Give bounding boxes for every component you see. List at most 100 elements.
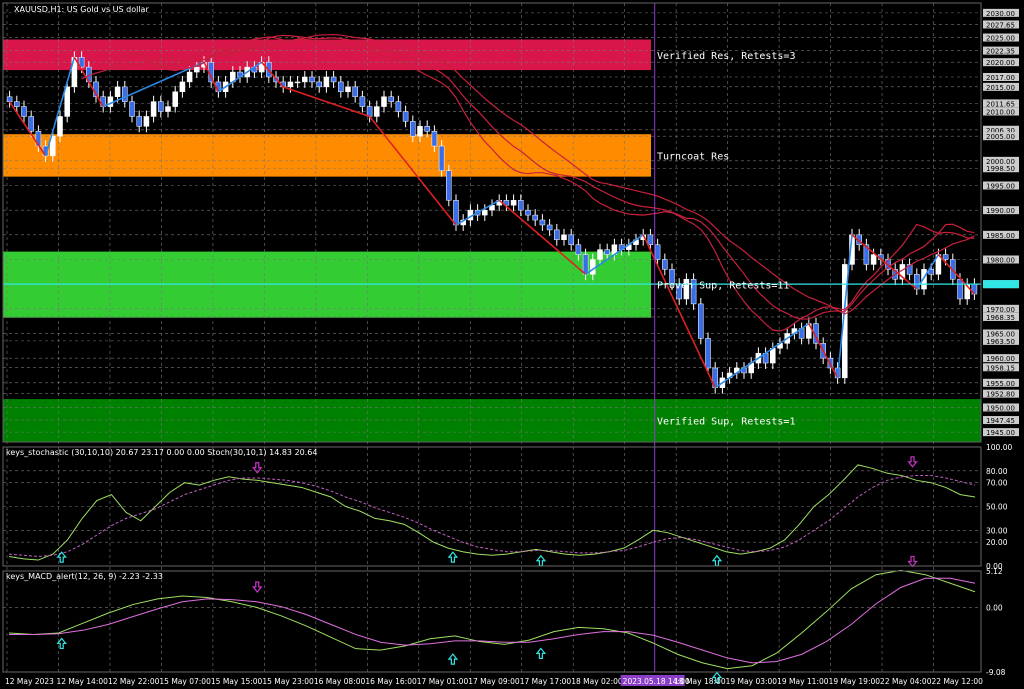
- y-tick-badge: [983, 99, 1019, 108]
- candle-body: [525, 209, 531, 216]
- candle-body: [129, 101, 135, 117]
- zone-label: Proven Sup, Retests=11: [657, 281, 789, 292]
- y-tick-badge: [983, 82, 1019, 91]
- indicator-series: [8, 569, 976, 670]
- candle-body: [165, 106, 171, 112]
- candle-body: [770, 348, 776, 364]
- y-tick-label: 1952.80: [986, 391, 1015, 399]
- y-tick-badge: [983, 125, 1019, 134]
- candle-body: [64, 86, 70, 117]
- y-tick-label: 1963.50: [986, 338, 1015, 346]
- candle-body: [388, 96, 394, 102]
- zone-label: Turncoat Res: [657, 151, 729, 162]
- y-tick-badge: [983, 132, 1019, 141]
- y-tick-label: 1985.00: [986, 232, 1015, 240]
- x-tick-label: 15 May 23:00: [262, 677, 314, 686]
- y-tick-label: 1950.00: [986, 404, 1015, 412]
- y-tick-label: 1980.00: [986, 256, 1015, 264]
- candle-body: [942, 254, 949, 260]
- y-tick-label: 1970.00: [986, 306, 1015, 314]
- zone-rect: [3, 399, 981, 442]
- candle-body: [143, 116, 150, 127]
- candle-body: [338, 81, 344, 93]
- zigzag-segment: [937, 254, 975, 295]
- y-tick-badge: [983, 72, 1019, 81]
- macd-y-tick: 0.00: [986, 603, 1003, 612]
- signal-arrow-icon: [252, 581, 263, 593]
- stoch-y-tick: 30.00: [986, 526, 1008, 535]
- candle-body: [323, 76, 330, 88]
- candle-body: [28, 116, 34, 132]
- x-tick-label: 22 May 04:00: [880, 677, 932, 686]
- candle-body: [150, 101, 157, 117]
- candle-body: [330, 76, 337, 83]
- y-tick-badge: [983, 164, 1019, 173]
- y-tick-label: 1947.45: [986, 417, 1015, 425]
- zigzag-segment: [368, 115, 457, 226]
- candle-body: [107, 96, 114, 107]
- candle-body: [21, 106, 27, 117]
- x-tick-label: 16 May 08:00: [314, 677, 366, 686]
- candle-body: [683, 278, 690, 300]
- moving-average-line: [81, 36, 975, 332]
- candle-body: [863, 244, 870, 265]
- bid-badge: [983, 280, 1019, 289]
- candle-body: [654, 244, 661, 260]
- zigzag-segment: [455, 199, 500, 226]
- candle-body: [957, 278, 963, 300]
- x-tick-label: 22 May 12:00: [932, 677, 984, 686]
- candle-body: [662, 259, 668, 270]
- x-tick-label: 19 May 11:00: [777, 677, 829, 686]
- y-tick-badge: [983, 107, 1019, 116]
- x-tick-label: 15 May 15:00: [211, 677, 263, 686]
- candle-body: [78, 57, 85, 68]
- candle-body: [50, 135, 56, 157]
- y-tick-label: 1990.00: [986, 207, 1015, 215]
- stoch-y-tick: 80.00: [986, 467, 1008, 476]
- y-tick-badge: [983, 33, 1019, 42]
- zigzag-segment: [808, 323, 839, 379]
- candle-body: [381, 96, 387, 107]
- candle-body: [57, 116, 63, 137]
- macd-y-tick: 5.12: [986, 567, 1003, 576]
- y-tick-badge: [983, 354, 1019, 363]
- candle-body: [575, 244, 582, 255]
- candle-body: [395, 101, 402, 112]
- candle-body: [186, 71, 193, 83]
- zone-rect: [3, 134, 651, 177]
- candle-body: [179, 81, 186, 93]
- overlay-layer: [3, 3, 981, 672]
- y-tick-badge: [983, 304, 1019, 313]
- signal-arrow-icon: [907, 555, 918, 568]
- y-tick-badge: [983, 58, 1019, 67]
- candle-body: [114, 86, 121, 97]
- candle-body: [158, 101, 164, 112]
- candle-body: [690, 278, 697, 305]
- candle-body: [870, 254, 877, 265]
- candle-body: [402, 111, 409, 122]
- signal-arrow-icon: [252, 462, 263, 474]
- y-tick-badge: [983, 428, 1019, 437]
- candle-body: [698, 303, 704, 339]
- y-tick-badge: [983, 156, 1019, 165]
- y-tick-badge: [983, 389, 1019, 398]
- candle-body: [359, 96, 366, 107]
- candle-body: [172, 91, 178, 107]
- y-tick-badge: [983, 403, 1019, 412]
- y-tick-label: 1965.00: [986, 330, 1015, 338]
- candle-body: [503, 200, 510, 206]
- x-tick-label: 18 May 02:00: [571, 677, 623, 686]
- y-tick-badge: [983, 416, 1019, 425]
- y-tick-label: 2025.00: [986, 35, 1015, 43]
- signal-arrow-icon: [56, 637, 67, 650]
- x-tick-label: 19 May 03:00: [726, 677, 778, 686]
- candle-body: [921, 269, 927, 290]
- candle-body: [438, 145, 445, 171]
- zigzag-segment: [44, 57, 76, 157]
- x-tick-label: 19 May 19:00: [829, 677, 881, 686]
- y-tick-label: 1945.00: [986, 429, 1015, 437]
- candle-body: [590, 259, 596, 275]
- candle-body: [597, 249, 603, 260]
- y-tick-label: 2005.00: [986, 133, 1015, 141]
